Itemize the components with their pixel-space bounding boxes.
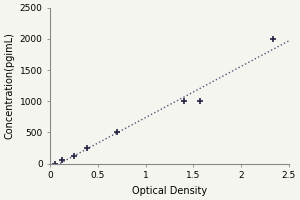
X-axis label: Optical Density: Optical Density: [132, 186, 207, 196]
Y-axis label: Concentration(pgimL): Concentration(pgimL): [4, 32, 14, 139]
